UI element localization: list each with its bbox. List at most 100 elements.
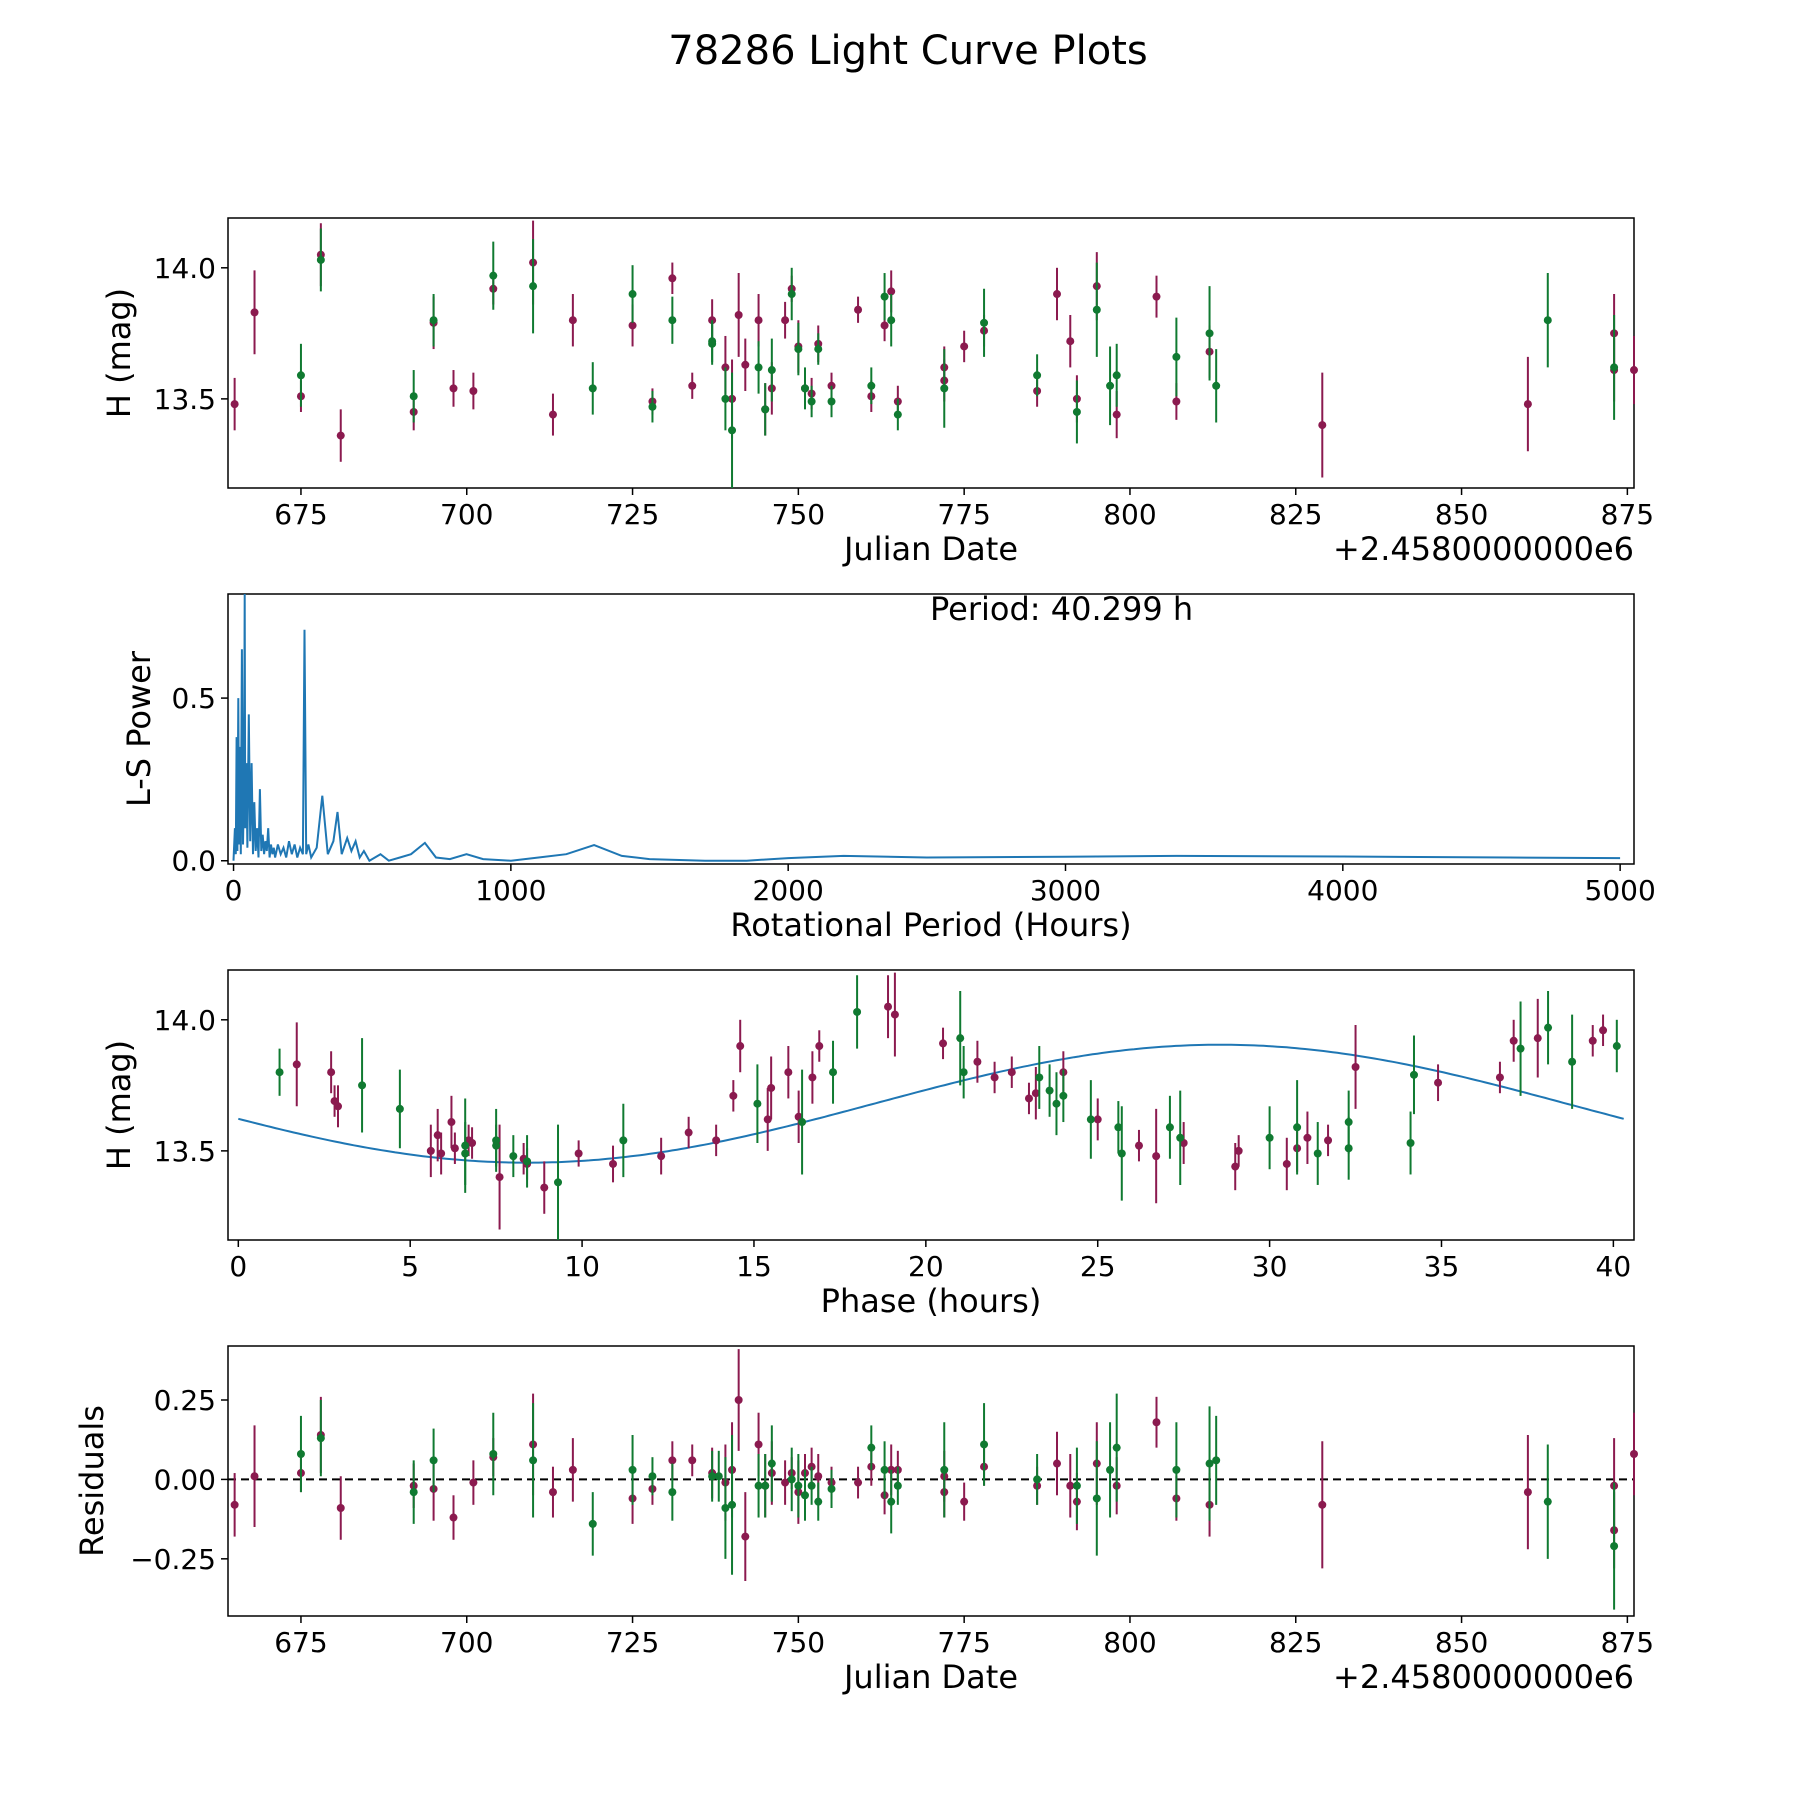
phased-point	[327, 1068, 336, 1077]
lightcurve-xtick-label: 800	[1103, 498, 1156, 531]
residuals-xtick-label: 850	[1435, 1626, 1488, 1659]
periodogram-xtick-label: 4000	[1307, 874, 1378, 907]
phased-point	[426, 1146, 435, 1155]
residuals-point	[648, 1472, 657, 1481]
phased-marks	[238, 972, 1624, 1240]
lightcurve-point	[1033, 371, 1042, 380]
lightcurve-xtick-label: 700	[440, 498, 493, 531]
phased-point	[437, 1149, 446, 1158]
lightcurve-point	[754, 363, 763, 372]
lightcurve-point	[449, 384, 458, 393]
phased-point	[767, 1083, 776, 1092]
periodogram-xtick-label: 2000	[753, 874, 824, 907]
phased-point	[1086, 1115, 1095, 1124]
lightcurve-point	[734, 310, 743, 319]
residuals-point	[814, 1497, 823, 1506]
residuals-xtick-label: 825	[1269, 1626, 1322, 1659]
phased-point	[829, 1068, 838, 1077]
lightcurve-point	[940, 384, 949, 393]
lightcurve-point	[867, 381, 876, 390]
phased-point	[1409, 1070, 1418, 1079]
residuals-point	[794, 1481, 803, 1490]
residuals-point	[893, 1481, 902, 1490]
lightcurve-point	[1610, 363, 1619, 372]
lightcurve-point	[1543, 316, 1552, 325]
phased-ytick-label: 14.0	[154, 1004, 216, 1037]
lightcurve-point	[854, 305, 863, 314]
residuals-point	[429, 1456, 438, 1465]
lightcurve-point	[336, 431, 345, 440]
phased-ytick-label: 13.5	[154, 1135, 216, 1168]
residuals-ytick-label: 0.00	[154, 1463, 216, 1496]
lightcurve-point	[787, 290, 796, 299]
phased-point	[1024, 1094, 1033, 1103]
phased-point	[784, 1068, 793, 1077]
lightcurve-point	[230, 400, 239, 409]
phased-point	[1313, 1149, 1322, 1158]
lightcurve-point	[781, 316, 790, 325]
phased-point	[450, 1144, 459, 1153]
phased-point	[1282, 1159, 1291, 1168]
phased-point	[1351, 1062, 1360, 1071]
residuals-point	[1523, 1488, 1532, 1497]
periodogram-ytick-label: 0.0	[171, 845, 216, 878]
residuals-point	[1092, 1494, 1101, 1503]
phased-point	[1588, 1036, 1597, 1045]
lightcurve-marks	[230, 220, 1638, 488]
residuals-ytick-label: −0.25	[130, 1543, 216, 1576]
periodogram-xtick-label: 0	[225, 874, 243, 907]
lightcurve-point	[887, 316, 896, 325]
residuals-point	[469, 1478, 478, 1487]
lightcurve-frame	[227, 217, 1635, 489]
residuals-point	[887, 1497, 896, 1506]
residuals-xtick-label: 775	[937, 1626, 990, 1659]
phased-point	[495, 1173, 504, 1182]
phased-xtick-label: 10	[564, 1250, 600, 1283]
residuals-point	[1066, 1481, 1075, 1490]
lightcurve-xtick-label: 775	[937, 498, 990, 531]
phased-xtick-label: 5	[401, 1250, 419, 1283]
residuals-point	[734, 1396, 743, 1404]
residuals-point	[781, 1478, 790, 1487]
residuals-point	[1543, 1497, 1552, 1506]
phased-point	[509, 1152, 518, 1161]
lightcurve-point	[1630, 366, 1638, 375]
residuals-point	[754, 1440, 763, 1449]
lightcurve-point	[728, 426, 737, 435]
residuals-point	[1152, 1418, 1161, 1427]
lightcurve-point	[668, 316, 677, 325]
residuals-xtick-label: 750	[772, 1626, 825, 1659]
phased-point	[815, 1042, 824, 1051]
residuals-point	[1318, 1500, 1327, 1509]
residuals-point	[814, 1472, 823, 1481]
lightcurve-point	[668, 274, 677, 283]
phased-point	[523, 1157, 532, 1166]
lightcurve-point	[827, 397, 836, 406]
phased-point	[334, 1102, 343, 1111]
residuals-point	[827, 1484, 836, 1493]
residuals-ytick-label: 0.25	[154, 1384, 216, 1417]
phased-point	[619, 1136, 628, 1145]
phased-point	[292, 1060, 301, 1069]
phased-point	[657, 1152, 666, 1161]
residuals-point	[980, 1440, 989, 1449]
residuals-point	[1053, 1459, 1062, 1468]
phased-point	[395, 1104, 404, 1113]
phased-point	[1434, 1078, 1443, 1087]
lightcurve-point	[489, 271, 498, 280]
residuals-point	[1112, 1443, 1121, 1452]
phased-point	[574, 1149, 583, 1158]
phased-xtick-label: 0	[229, 1250, 247, 1283]
phased-point	[1599, 1026, 1608, 1035]
periodogram-xtick-label: 5000	[1585, 874, 1656, 907]
phased-point	[753, 1099, 762, 1108]
residuals-point	[336, 1504, 345, 1512]
lightcurve-point	[887, 287, 896, 296]
residuals-point	[489, 1450, 498, 1458]
lightcurve-point	[754, 316, 763, 325]
residuals-point	[1106, 1465, 1115, 1474]
lightcurve-point	[469, 387, 478, 396]
phased-point	[973, 1057, 982, 1066]
phased-point	[468, 1139, 477, 1148]
residuals-point	[960, 1497, 969, 1506]
